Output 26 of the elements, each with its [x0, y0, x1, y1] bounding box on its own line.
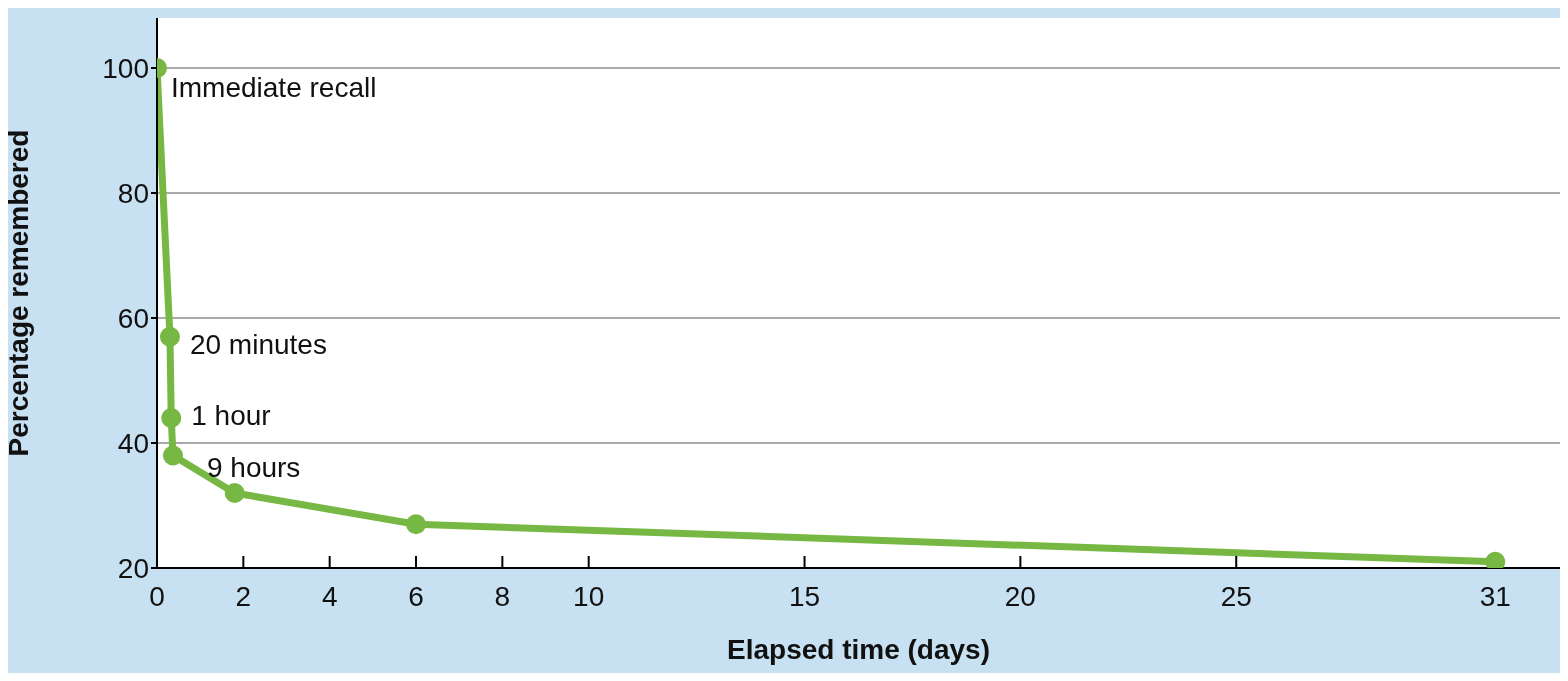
- y-tick-label: 100: [102, 52, 149, 84]
- annotation: 1 hour: [191, 400, 271, 432]
- x-tick-label: 4: [321, 580, 338, 612]
- x-tick-label: 6: [408, 580, 424, 612]
- x-tick-label: 20: [1004, 580, 1036, 612]
- y-tick-label: 80: [117, 177, 149, 209]
- y-tick-label: 60: [117, 302, 149, 334]
- y-tick-label: 40: [117, 427, 149, 459]
- x-tick-label: 25: [1220, 580, 1252, 612]
- x-tick-label: 15: [788, 580, 821, 612]
- y-tick-label: 20: [117, 552, 149, 584]
- annotation: 9 hours: [206, 451, 301, 483]
- y-axis-title: Percentage remembered: [2, 129, 34, 457]
- x-tick-label: 2: [235, 580, 252, 612]
- x-tick-label: 10: [573, 580, 605, 612]
- annotation: Immediate recall: [171, 72, 377, 104]
- x-axis-title: Elapsed time (days): [727, 634, 990, 665]
- point: [159, 326, 180, 347]
- point: [406, 514, 427, 535]
- x-tick-label: 8: [494, 580, 511, 612]
- point: [161, 408, 182, 428]
- x-tick-label: 0: [149, 580, 165, 612]
- point: [162, 445, 183, 466]
- annotation: 20 minutes: [189, 329, 327, 361]
- point: [224, 483, 245, 503]
- x-tick-label: 31: [1479, 580, 1511, 612]
